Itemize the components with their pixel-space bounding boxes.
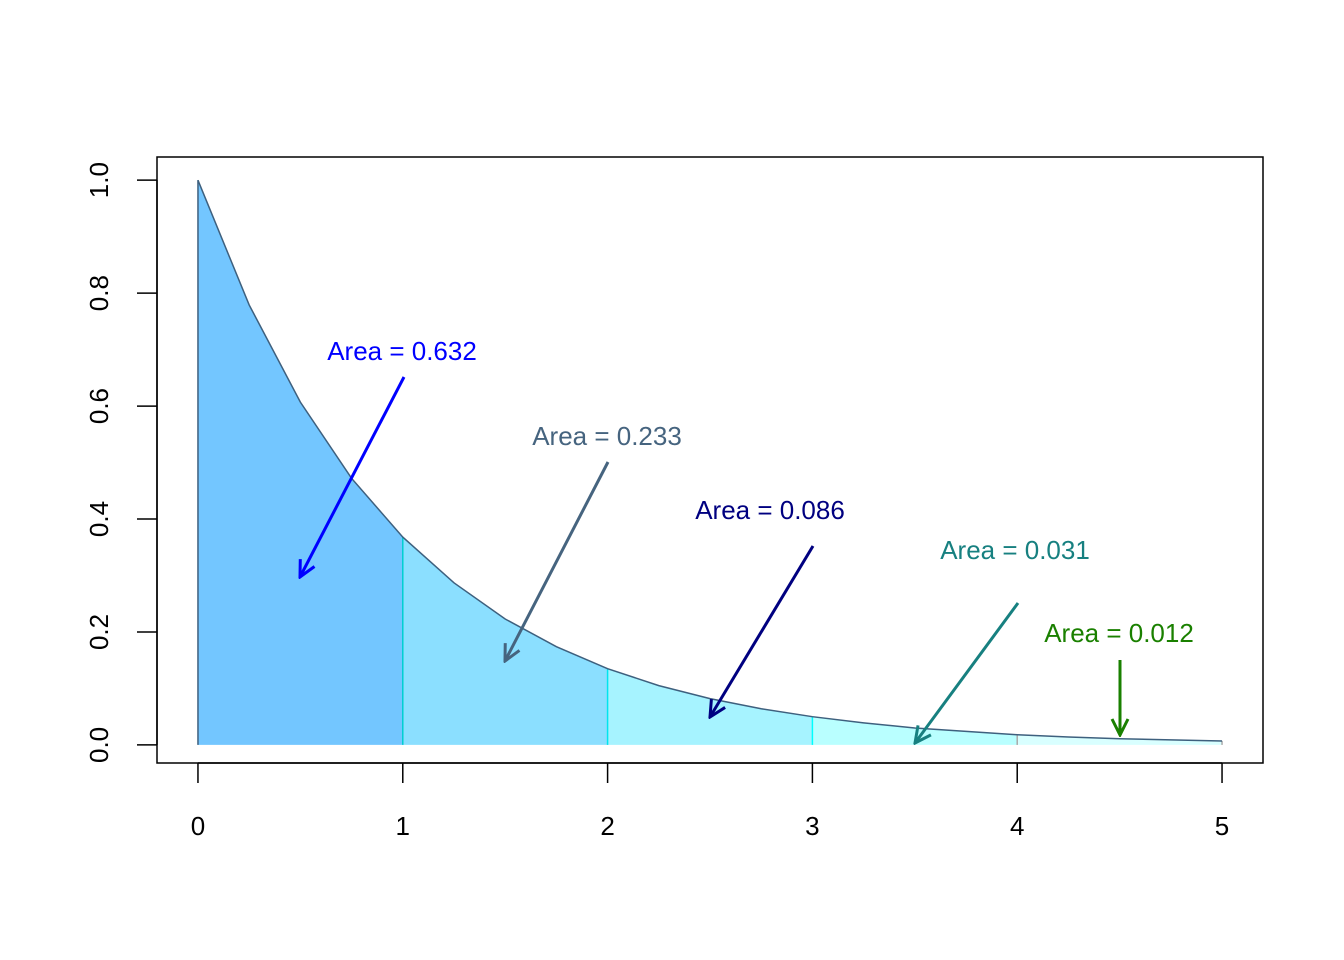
- x-tick-label: 3: [805, 811, 819, 841]
- area-label: Area = 0.632: [327, 336, 477, 366]
- x-tick-label: 5: [1215, 811, 1229, 841]
- arrow: [915, 602, 1020, 743]
- x-tick-label: 4: [1010, 811, 1024, 841]
- x-tick-label: 0: [191, 811, 205, 841]
- area-label: Area = 0.012: [1044, 618, 1194, 648]
- arrow: [300, 376, 406, 577]
- area-label: Area = 0.086: [695, 495, 845, 525]
- y-tick-label: 0.2: [84, 614, 114, 650]
- y-tick-label: 0.6: [84, 388, 114, 424]
- y-tick-label: 0.4: [84, 501, 114, 537]
- region: [402, 537, 608, 745]
- x-tick-label: 1: [396, 811, 410, 841]
- y-tick-label: 0.8: [84, 275, 114, 311]
- area-label: Area = 0.233: [532, 421, 682, 451]
- arrow: [505, 461, 610, 661]
- arrow: [710, 545, 815, 717]
- density-curve: [197, 179, 1223, 742]
- area-label: Area = 0.031: [940, 535, 1090, 565]
- region: [607, 668, 813, 745]
- region: [197, 180, 403, 745]
- x-tick-label: 2: [600, 811, 614, 841]
- y-tick-label: 0.0: [84, 727, 114, 763]
- y-tick-label: 1.0: [84, 162, 114, 198]
